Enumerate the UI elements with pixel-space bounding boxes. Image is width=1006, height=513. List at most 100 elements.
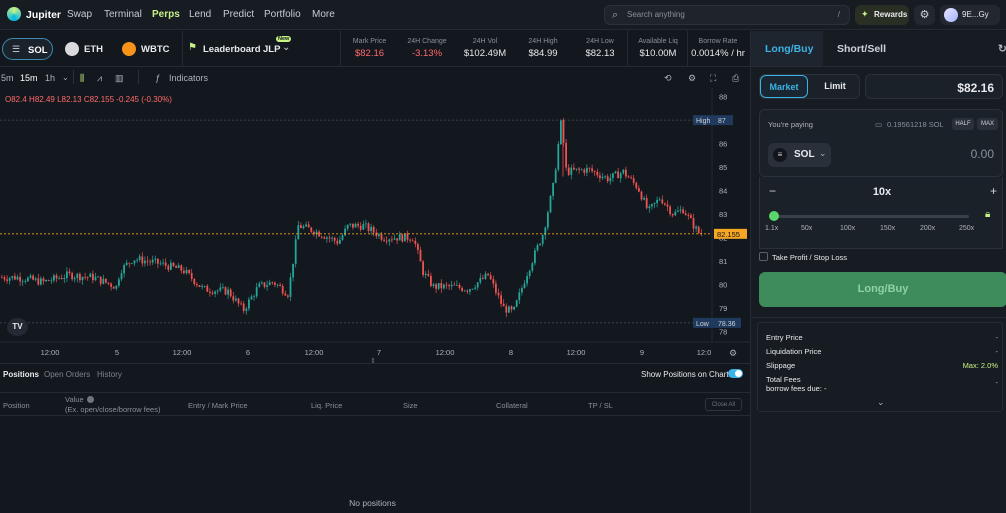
tab-open-orders[interactable]: Open Orders xyxy=(44,370,91,379)
close-all-button[interactable]: Close All xyxy=(705,398,742,411)
fullscreen-icon[interactable]: ⛶ xyxy=(710,73,717,83)
candle-body xyxy=(97,276,99,278)
indicators-button[interactable]: Indicators xyxy=(169,73,209,83)
candle-body xyxy=(261,282,263,284)
token-tab-sol[interactable]: ☰ SOL xyxy=(2,38,53,60)
timeframe-15m[interactable]: 15m xyxy=(20,73,38,83)
col-collateral: Collateral xyxy=(496,401,528,410)
line-chart-icon[interactable]: ⩘ xyxy=(97,73,103,83)
nav-link-portfolio[interactable]: Portfolio xyxy=(264,9,301,20)
candlestick-chart[interactable]: 8887868584838281807978High87Low78.3682.1… xyxy=(0,88,750,370)
candle-body xyxy=(227,289,229,295)
amount-input[interactable]: 0.00 xyxy=(970,147,994,161)
brand-name[interactable]: Jupiter xyxy=(26,9,62,21)
tpsl-checkbox[interactable] xyxy=(759,252,768,261)
candle-body xyxy=(432,284,435,287)
candle-body xyxy=(6,279,8,281)
candle-body xyxy=(84,276,86,278)
candle-body xyxy=(479,277,482,283)
wallet-button[interactable]: 9E...Gy xyxy=(940,5,1000,25)
candle-body xyxy=(661,199,664,204)
chevron-down-icon[interactable]: ⌄ xyxy=(62,73,69,82)
token-tab-wbtc[interactable]: WBTC xyxy=(119,38,179,60)
jupiter-logo-icon[interactable] xyxy=(7,7,21,21)
tab-positions[interactable]: Positions xyxy=(3,370,40,379)
candle-body xyxy=(695,226,697,229)
sol-icon: ≡ xyxy=(773,148,787,162)
candle-body xyxy=(627,176,630,178)
nav-link-perps[interactable]: Perps xyxy=(152,9,180,20)
submit-long-button[interactable]: Long/Buy xyxy=(759,272,1006,307)
nav-link-terminal[interactable]: Terminal xyxy=(104,9,142,20)
candle-body xyxy=(307,224,310,228)
jlp-link[interactable]: JLP xyxy=(263,44,281,55)
replay-icon[interactable]: ⟲ xyxy=(664,73,672,83)
candle-body xyxy=(632,178,635,183)
y-tick-label: 88 xyxy=(719,93,727,102)
nav-link-predict[interactable]: Predict xyxy=(223,9,255,20)
leaderboard-link[interactable]: Leaderboard xyxy=(203,44,261,55)
chevron-down-icon[interactable]: ⌄ xyxy=(877,397,885,407)
timeframe-1h[interactable]: 1h xyxy=(45,73,56,83)
leverage-decrease-button[interactable]: − xyxy=(769,184,777,198)
show-positions-toggle[interactable] xyxy=(728,369,743,378)
order-type-market[interactable]: Market xyxy=(760,75,808,98)
stat-label: 24H Low xyxy=(586,38,614,45)
tab-long-buy[interactable]: Long/Buy xyxy=(765,43,814,55)
stat-available-liq: Available Liq $10.00M xyxy=(633,38,683,59)
col-liq-price: Liq. Price xyxy=(311,401,343,410)
candle-body xyxy=(170,262,172,270)
nav-link-swap[interactable]: Swap xyxy=(67,9,93,20)
candle-body xyxy=(365,223,367,225)
leverage-slider-track[interactable] xyxy=(770,215,969,218)
bar-chart-icon[interactable]: ▥ xyxy=(115,73,124,83)
max-button[interactable]: MAX xyxy=(977,118,998,130)
order-type-limit[interactable]: Limit xyxy=(824,81,846,91)
candle-type-icon[interactable]: ⫼ xyxy=(80,73,85,83)
candle-body xyxy=(300,225,302,229)
candle-body xyxy=(612,173,614,179)
candle-body xyxy=(89,273,92,278)
candle-body xyxy=(55,275,58,279)
leverage-slider-thumb[interactable] xyxy=(769,211,779,221)
candle-body xyxy=(354,223,357,228)
token-selector[interactable]: ≡ SOL ⌄ xyxy=(768,143,831,167)
tab-history[interactable]: History xyxy=(97,370,122,379)
divider xyxy=(687,31,688,67)
timeframe-5m[interactable]: 5m xyxy=(1,73,14,83)
ohlc-c-label: C xyxy=(83,95,90,104)
candle-body xyxy=(666,204,669,207)
settings-gear-icon[interactable]: ⚙ xyxy=(688,73,697,83)
price-chart[interactable]: 8887868584838281807978High87Low78.3682.1… xyxy=(0,88,750,370)
candle-body xyxy=(115,285,118,289)
candle-body xyxy=(266,285,268,287)
nav-link-more[interactable]: More xyxy=(312,9,335,20)
slippage-value[interactable]: Max: 2.0% xyxy=(962,361,998,370)
nav-link-lend[interactable]: Lend xyxy=(189,9,212,20)
refresh-icon[interactable]: ↻ xyxy=(998,43,1006,55)
leverage-increase-button[interactable]: + xyxy=(990,184,998,198)
candle-body xyxy=(110,283,112,287)
rewards-button[interactable]: ✦ Rewards xyxy=(855,5,909,25)
tab-short-sell[interactable]: Short/Sell xyxy=(837,43,887,55)
lock-icon[interactable]: 🔒︎ xyxy=(985,209,991,220)
candle-body xyxy=(448,285,450,287)
search-input[interactable]: ⌕ Search anything / xyxy=(604,5,850,25)
stat-24h-high: 24H High $84.99 xyxy=(520,38,566,59)
candle-body xyxy=(123,264,125,274)
candle-body xyxy=(268,282,271,286)
liquidation-price-label: Liquidation Price xyxy=(766,347,822,356)
settings-gear-icon[interactable]: ⚙ xyxy=(914,5,935,25)
tradingview-logo[interactable]: TV xyxy=(7,318,28,336)
candle-body xyxy=(690,215,692,219)
token-tab-eth[interactable]: ETH xyxy=(62,38,112,60)
candle-body xyxy=(601,176,604,179)
camera-icon[interactable]: ⎙ xyxy=(732,73,740,83)
candle-body xyxy=(180,265,183,271)
candle-body xyxy=(344,228,346,236)
candle-body xyxy=(60,277,63,280)
half-button[interactable]: HALF xyxy=(952,118,974,130)
candle-body xyxy=(224,287,227,295)
candle-body xyxy=(294,239,297,264)
candle-body xyxy=(216,290,219,292)
